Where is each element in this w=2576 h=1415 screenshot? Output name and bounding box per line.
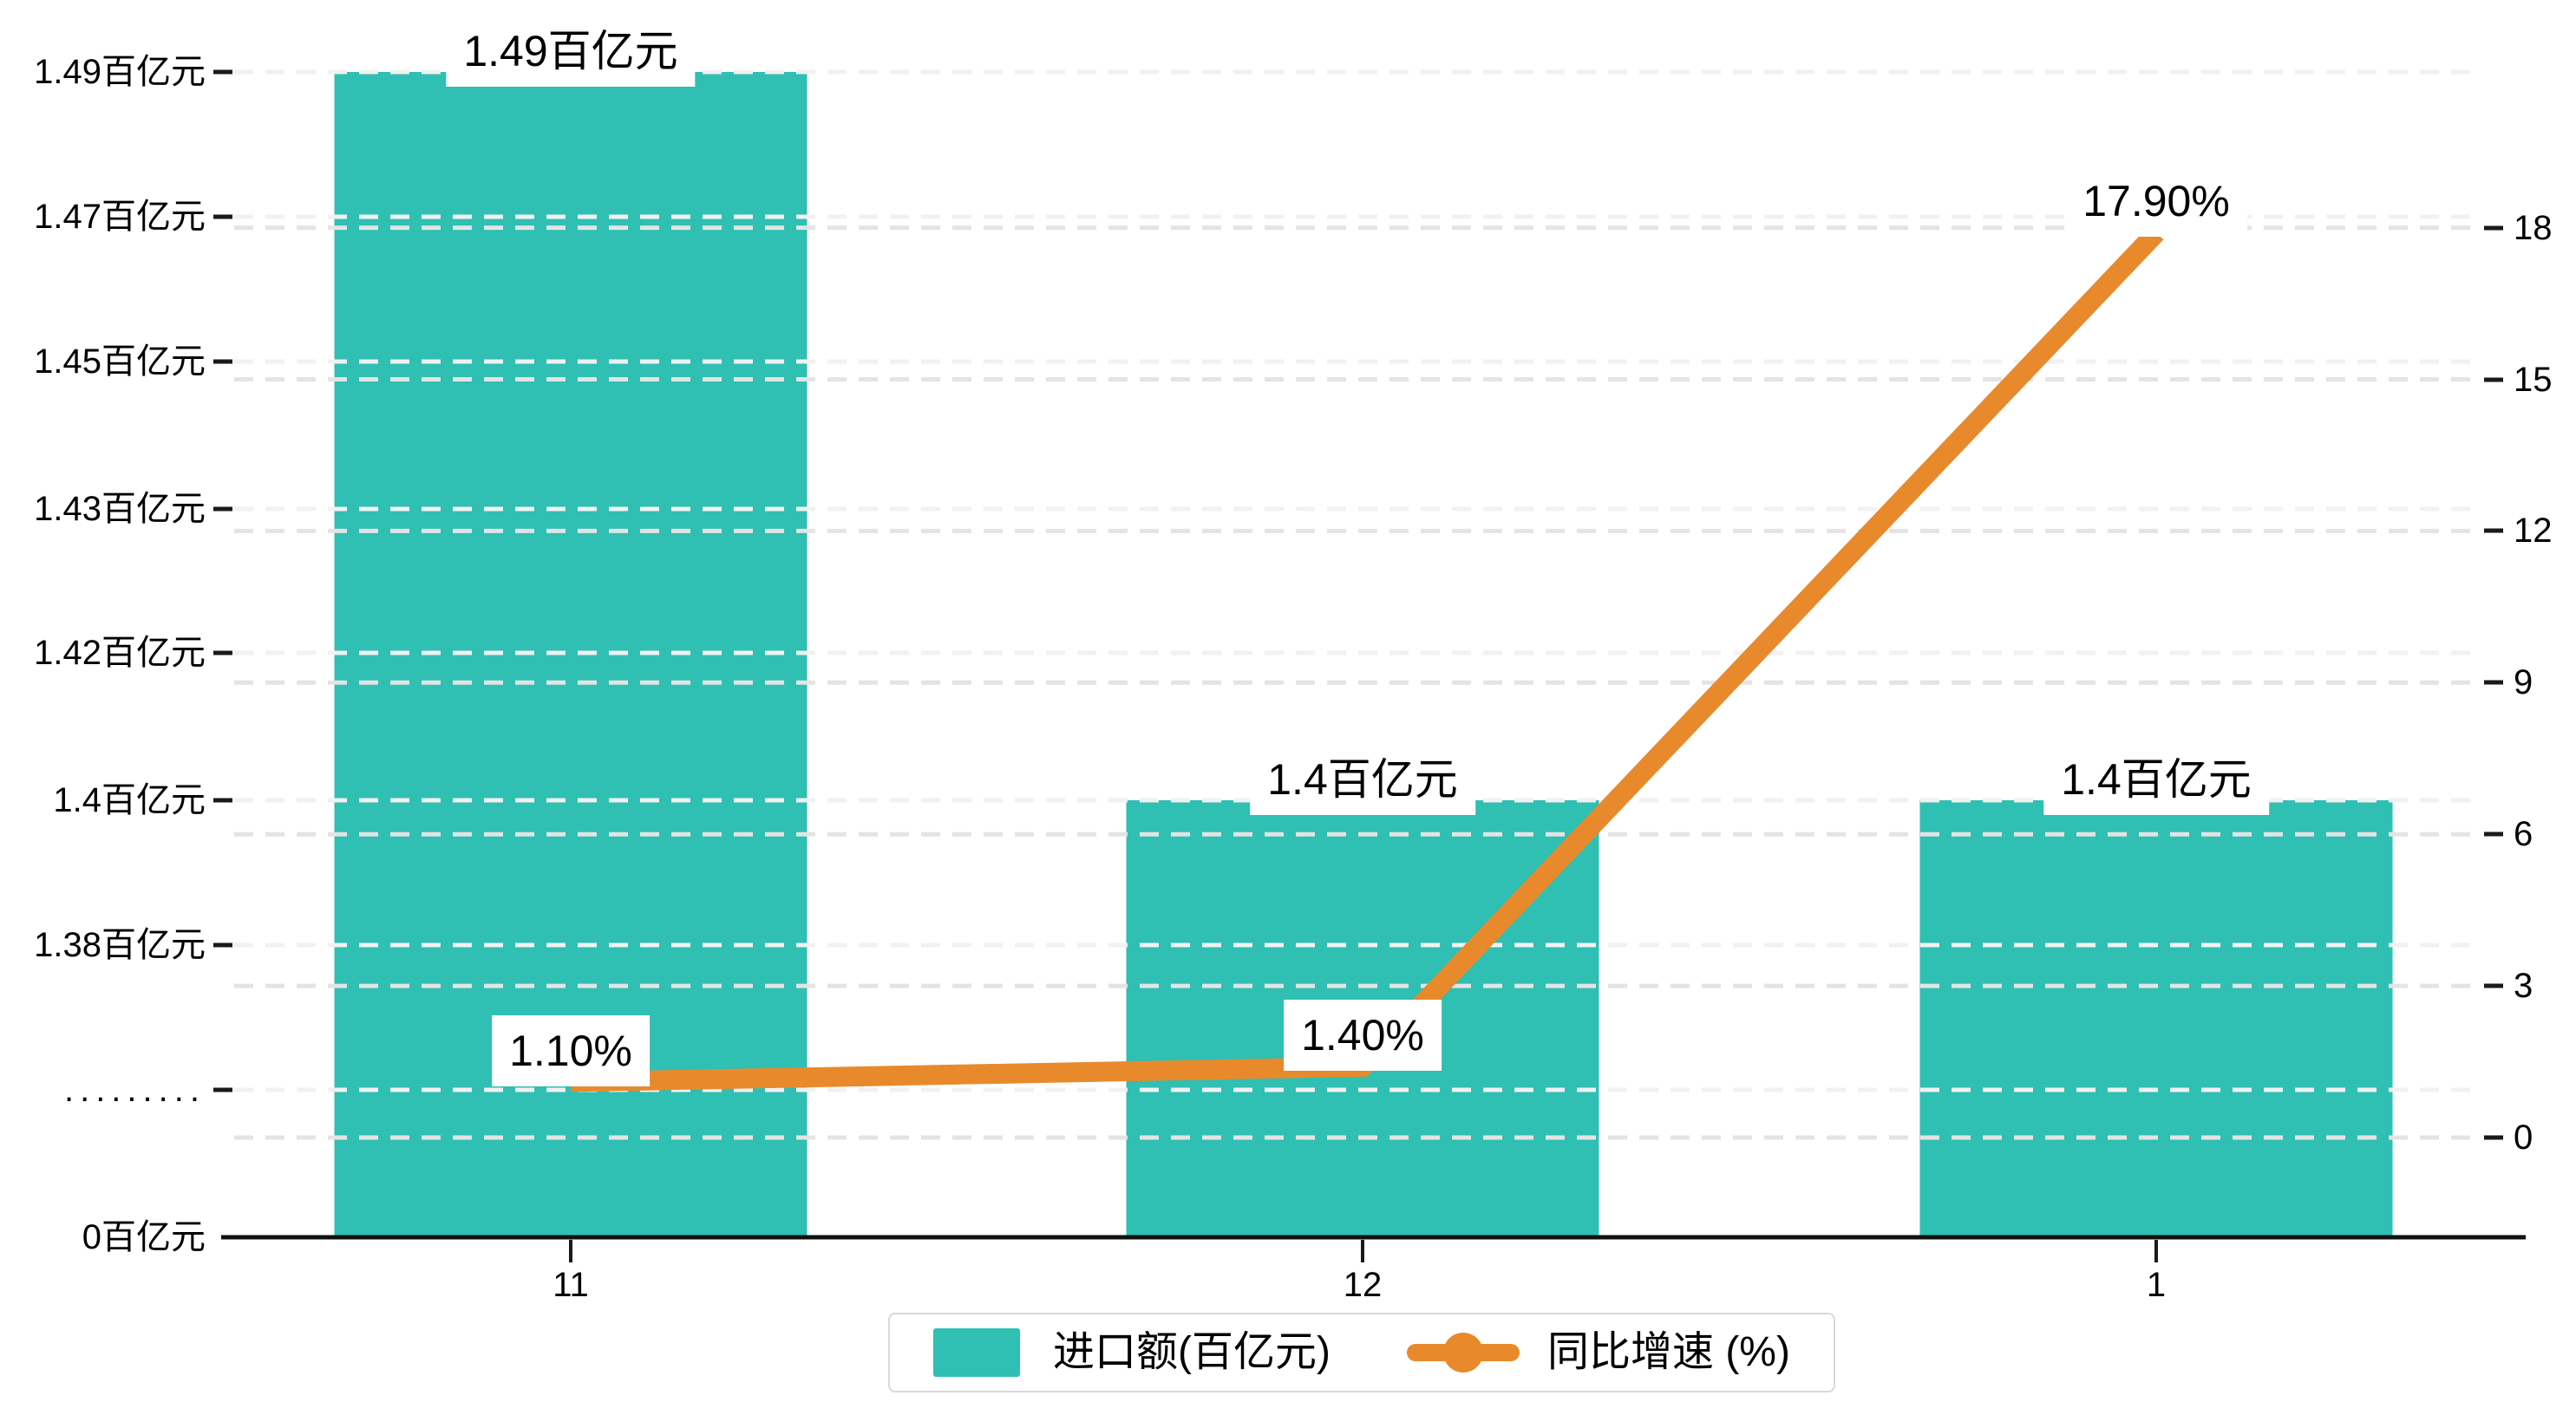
right-axis-tick-label: 0 [2514, 1118, 2534, 1157]
line-value-label: 1.40% [1284, 1000, 1442, 1072]
bar-series-swatch-icon [933, 1328, 1020, 1377]
left-axis-tick-label: 1.38百亿元 [34, 926, 206, 964]
bar-value-label: 1.49百亿元 [446, 16, 696, 87]
legend-label-imports: 进口额(百亿元) [1053, 1329, 1330, 1375]
left-axis-tick [213, 942, 232, 948]
left-axis-tick-label: 1.42百亿元 [34, 634, 206, 672]
right-axis-tick-label: 6 [2514, 815, 2534, 854]
left-axis-tick-label: 1.45百亿元 [34, 342, 206, 381]
line-value-label: 17.90% [2065, 166, 2247, 238]
bar-value-label: 1.4百亿元 [1250, 744, 1475, 815]
right-axis-tick [2484, 831, 2503, 837]
right-axis-tick [2484, 528, 2503, 533]
x-axis-category-label: 1 [2146, 1266, 2167, 1304]
line-value-label: 1.10% [492, 1014, 650, 1086]
x-axis-tick [2154, 1240, 2158, 1262]
left-axis-tick [213, 798, 232, 803]
right-axis-tick [2484, 680, 2503, 685]
left-axis-tick [213, 506, 232, 512]
left-axis-tick-label: 1.49百亿元 [34, 53, 206, 91]
right-axis-tick [2484, 983, 2503, 988]
left-axis-tick [213, 69, 232, 75]
left-axis-tick-label: 1.4百亿元 [53, 781, 206, 819]
left-axis-tick [213, 1087, 232, 1092]
right-axis-tick-label: 9 [2514, 663, 2534, 702]
bar-1 [1919, 800, 2393, 1237]
left-axis-tick-label: ......... [63, 1071, 206, 1109]
x-axis-category-label: 12 [1343, 1266, 1383, 1304]
left-axis-tick [213, 359, 232, 364]
legend: 进口额(百亿元) 同比增速 (%) [888, 1313, 1835, 1392]
line-series-marker-icon [1406, 1332, 1520, 1373]
x-axis-tick [569, 1240, 572, 1262]
right-axis-tick-label: 12 [2514, 512, 2553, 551]
left-axis-tick-label: 1.43百亿元 [34, 490, 206, 528]
left-axis-tick [213, 650, 232, 655]
right-axis-tick-label: 18 [2514, 208, 2553, 247]
legend-item-growth[interactable]: 同比增速 (%) [1406, 1329, 1790, 1375]
left-axis-tick-label: 0百亿元 [82, 1218, 206, 1256]
right-axis-tick-label: 3 [2514, 967, 2534, 1006]
left-axis-tick-label: 1.47百亿元 [34, 198, 206, 236]
legend-item-imports[interactable]: 进口额(百亿元) [933, 1328, 1330, 1377]
x-axis-category-label: 11 [552, 1266, 589, 1304]
right-axis-tick [2484, 1135, 2503, 1140]
right-axis-tick [2484, 377, 2503, 381]
x-axis-tick [1361, 1240, 1364, 1262]
right-axis-tick-label: 15 [2514, 360, 2553, 399]
right-axis-tick [2484, 225, 2503, 231]
left-axis-tick [213, 214, 232, 219]
bar-value-label: 1.4百亿元 [2043, 744, 2269, 815]
legend-label-growth: 同比增速 (%) [1546, 1329, 1790, 1375]
